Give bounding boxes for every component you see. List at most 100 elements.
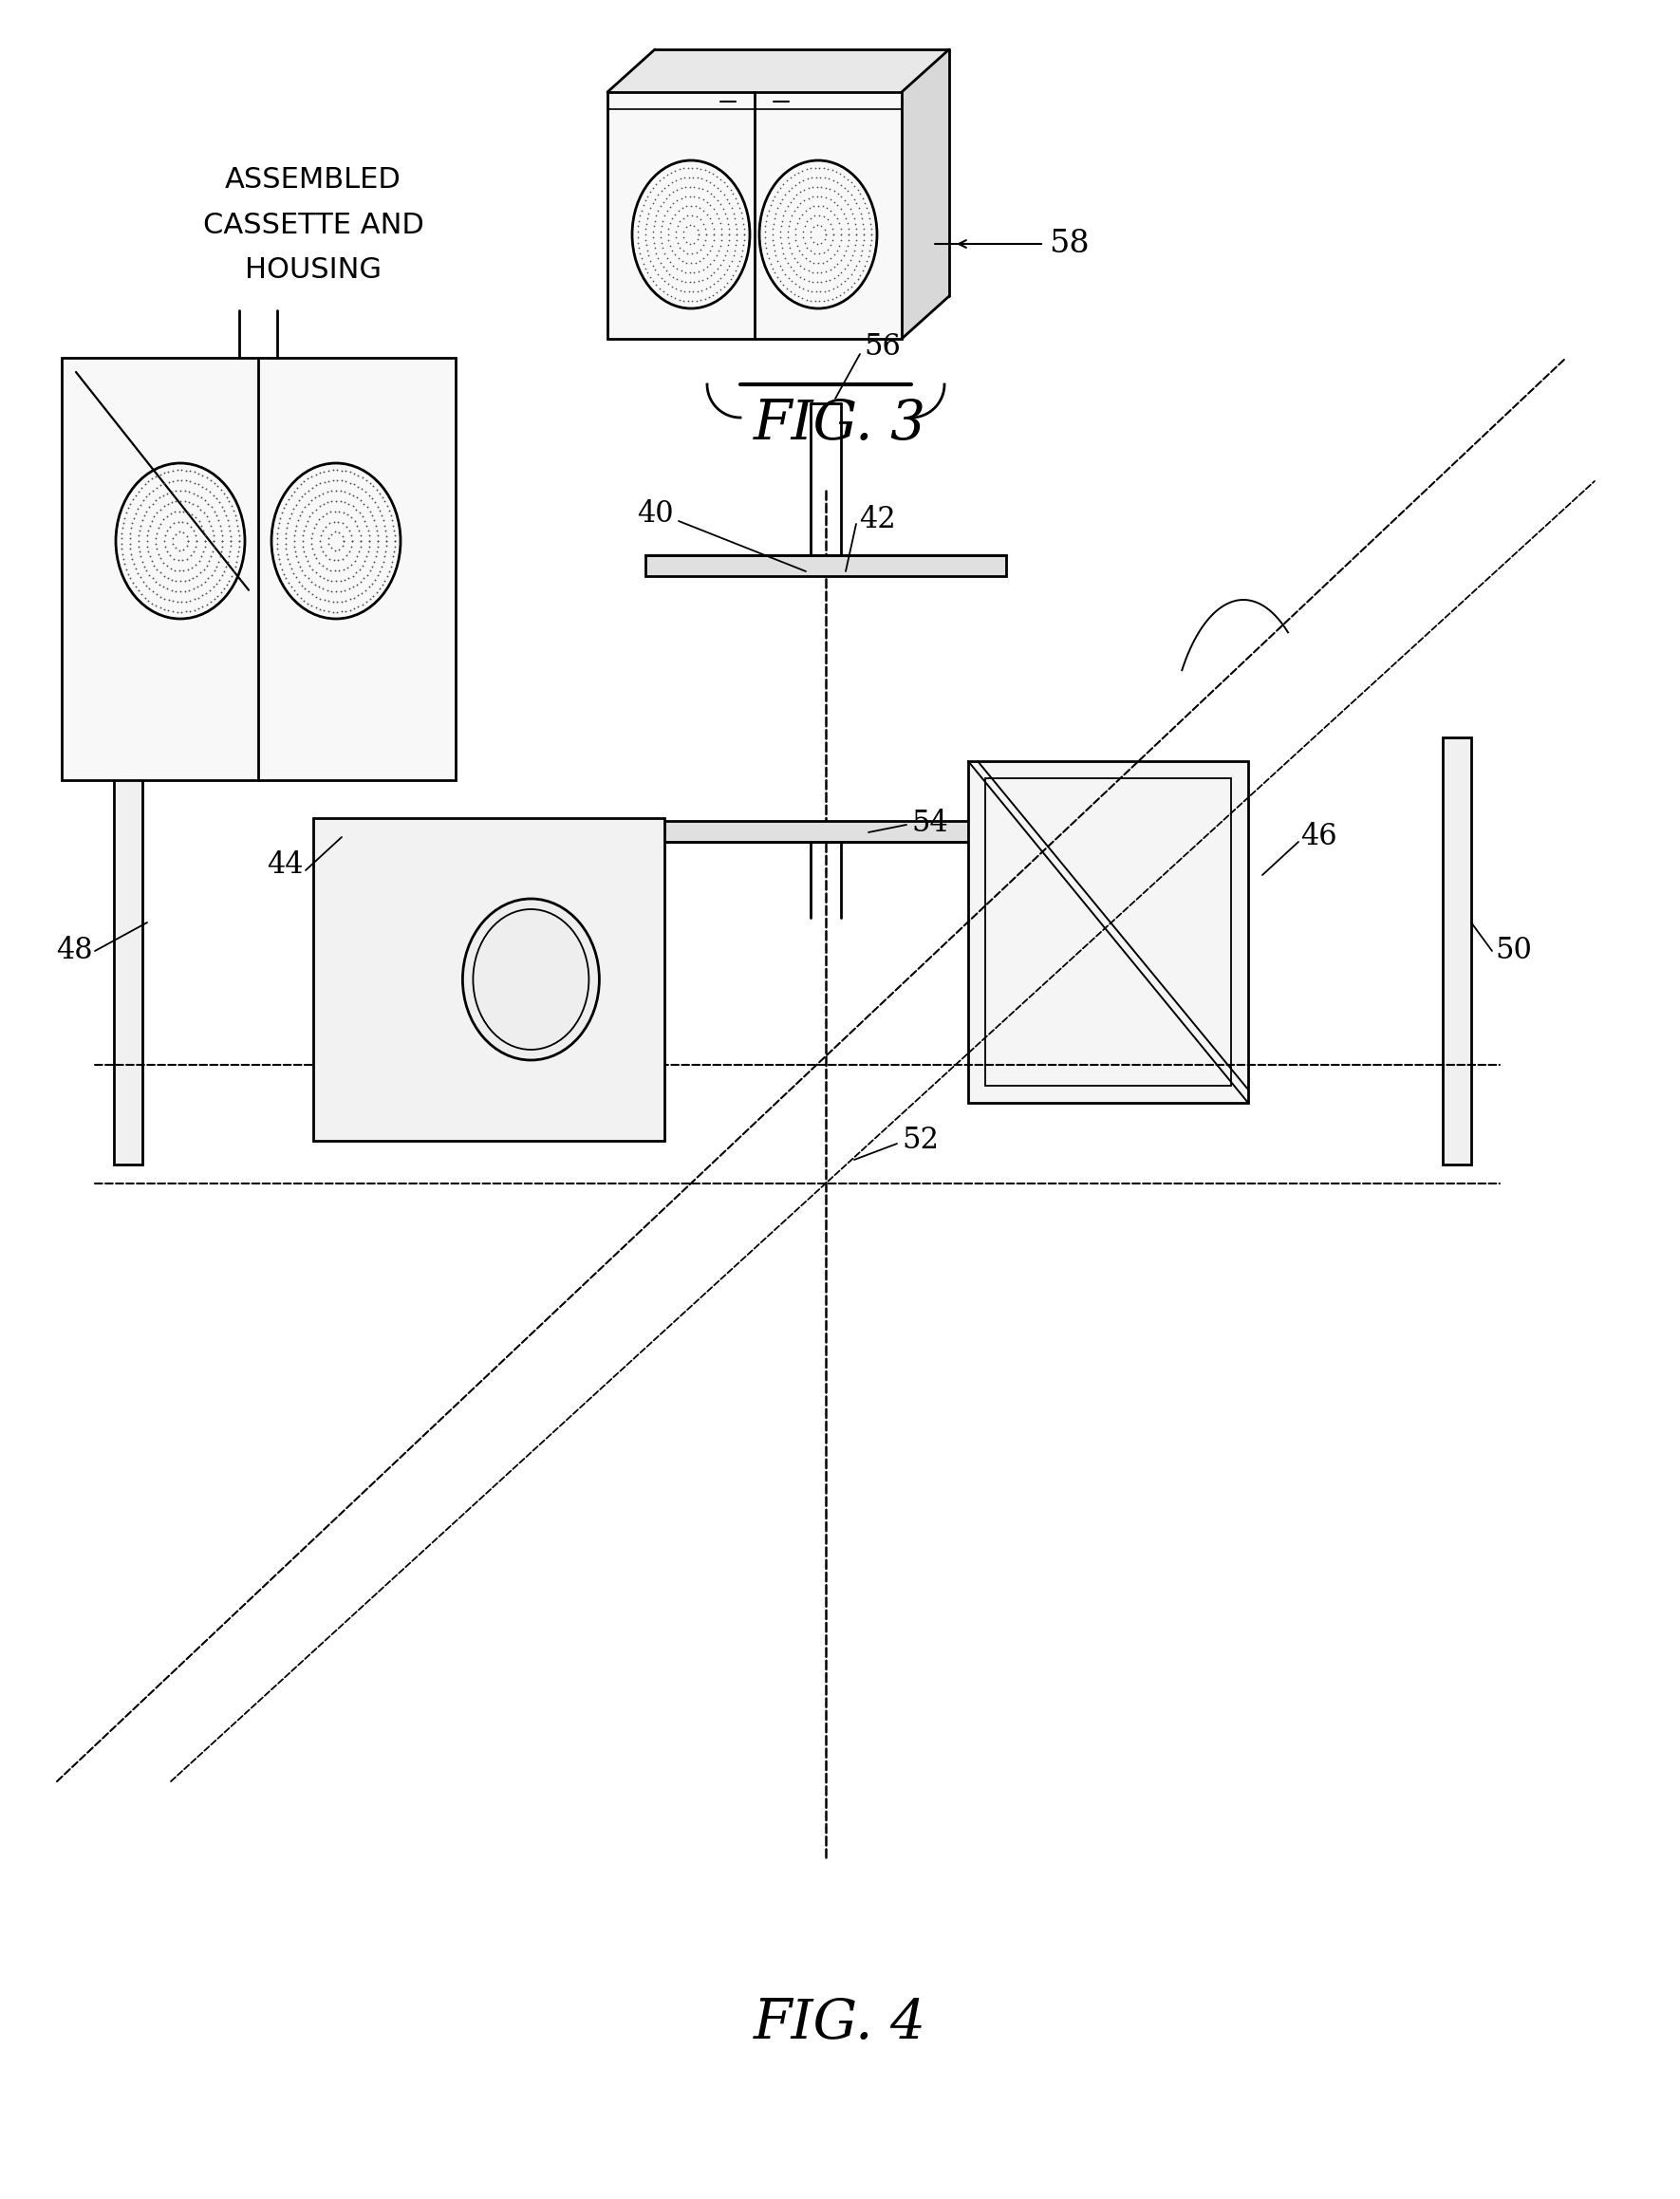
Point xyxy=(680,255,707,290)
Point xyxy=(166,484,193,519)
Point xyxy=(181,455,208,490)
Point xyxy=(633,200,660,235)
Point xyxy=(381,523,408,559)
Point xyxy=(662,154,689,189)
Point xyxy=(299,576,326,611)
Point xyxy=(672,180,699,216)
Bar xyxy=(645,554,1006,576)
Point xyxy=(769,253,796,288)
Point xyxy=(780,253,806,288)
Point xyxy=(781,240,808,275)
Point xyxy=(190,534,217,570)
Point xyxy=(289,519,316,554)
Point xyxy=(192,482,218,517)
Point xyxy=(786,165,813,200)
Point xyxy=(302,589,329,625)
Point xyxy=(141,499,168,534)
Point xyxy=(850,222,877,257)
Point xyxy=(346,534,373,570)
Point xyxy=(848,233,875,268)
Text: 56: 56 xyxy=(864,332,900,361)
Point xyxy=(276,501,302,537)
Point xyxy=(291,583,318,618)
Point xyxy=(150,559,176,594)
Point xyxy=(314,475,341,510)
Point xyxy=(798,273,825,308)
Point xyxy=(808,178,835,213)
Point xyxy=(316,526,343,561)
Point xyxy=(309,548,336,583)
Point xyxy=(647,244,674,279)
Point xyxy=(729,233,756,268)
Point xyxy=(168,453,195,488)
Point xyxy=(810,150,837,185)
Text: FIG. 3: FIG. 3 xyxy=(754,398,926,451)
Point xyxy=(645,257,672,292)
Point xyxy=(781,194,808,229)
Point xyxy=(210,572,237,607)
Point xyxy=(625,220,652,255)
Point xyxy=(664,251,690,286)
Point xyxy=(291,475,318,510)
Point xyxy=(178,550,205,585)
Point xyxy=(685,253,712,288)
Point xyxy=(820,222,847,257)
Point xyxy=(321,554,348,589)
Point xyxy=(205,543,232,578)
Point xyxy=(689,253,716,288)
Point xyxy=(195,543,222,578)
Point xyxy=(800,189,827,224)
Point xyxy=(173,453,200,488)
Point xyxy=(153,512,180,548)
Point xyxy=(858,211,885,246)
Point xyxy=(811,222,838,257)
Point xyxy=(366,572,393,607)
Point xyxy=(143,576,170,611)
Point xyxy=(699,277,726,312)
Point xyxy=(131,466,158,501)
Point xyxy=(373,534,400,570)
Point xyxy=(368,550,395,585)
Point xyxy=(719,257,746,292)
Point xyxy=(198,512,225,548)
Point xyxy=(225,523,252,559)
Point xyxy=(726,244,753,279)
Point xyxy=(766,213,793,248)
Point xyxy=(677,178,704,213)
Point xyxy=(307,466,334,501)
Point xyxy=(183,477,210,512)
Point xyxy=(361,563,388,598)
Point xyxy=(786,200,813,235)
Point xyxy=(336,561,363,596)
Point xyxy=(690,207,717,242)
Point xyxy=(356,466,383,501)
Point xyxy=(808,169,835,205)
Point xyxy=(143,460,170,495)
Point xyxy=(805,189,832,224)
Point xyxy=(274,506,301,541)
Point xyxy=(129,484,156,519)
Point xyxy=(689,183,716,218)
Point xyxy=(328,563,354,598)
Point xyxy=(277,477,304,512)
Point xyxy=(200,528,227,563)
Point xyxy=(163,484,190,519)
Point xyxy=(333,594,360,629)
Point xyxy=(321,493,348,528)
Point xyxy=(640,220,667,255)
Bar xyxy=(62,358,455,781)
Point xyxy=(338,499,365,534)
Point xyxy=(141,548,168,583)
Point xyxy=(664,183,690,218)
Point xyxy=(173,541,200,576)
Point xyxy=(701,191,727,226)
Point xyxy=(166,473,193,508)
Point xyxy=(213,550,240,585)
Point xyxy=(820,270,847,306)
Point xyxy=(314,484,341,519)
Point xyxy=(771,240,798,275)
Point xyxy=(664,224,690,259)
Point xyxy=(170,515,197,550)
Point xyxy=(312,550,339,585)
Point xyxy=(171,563,198,598)
